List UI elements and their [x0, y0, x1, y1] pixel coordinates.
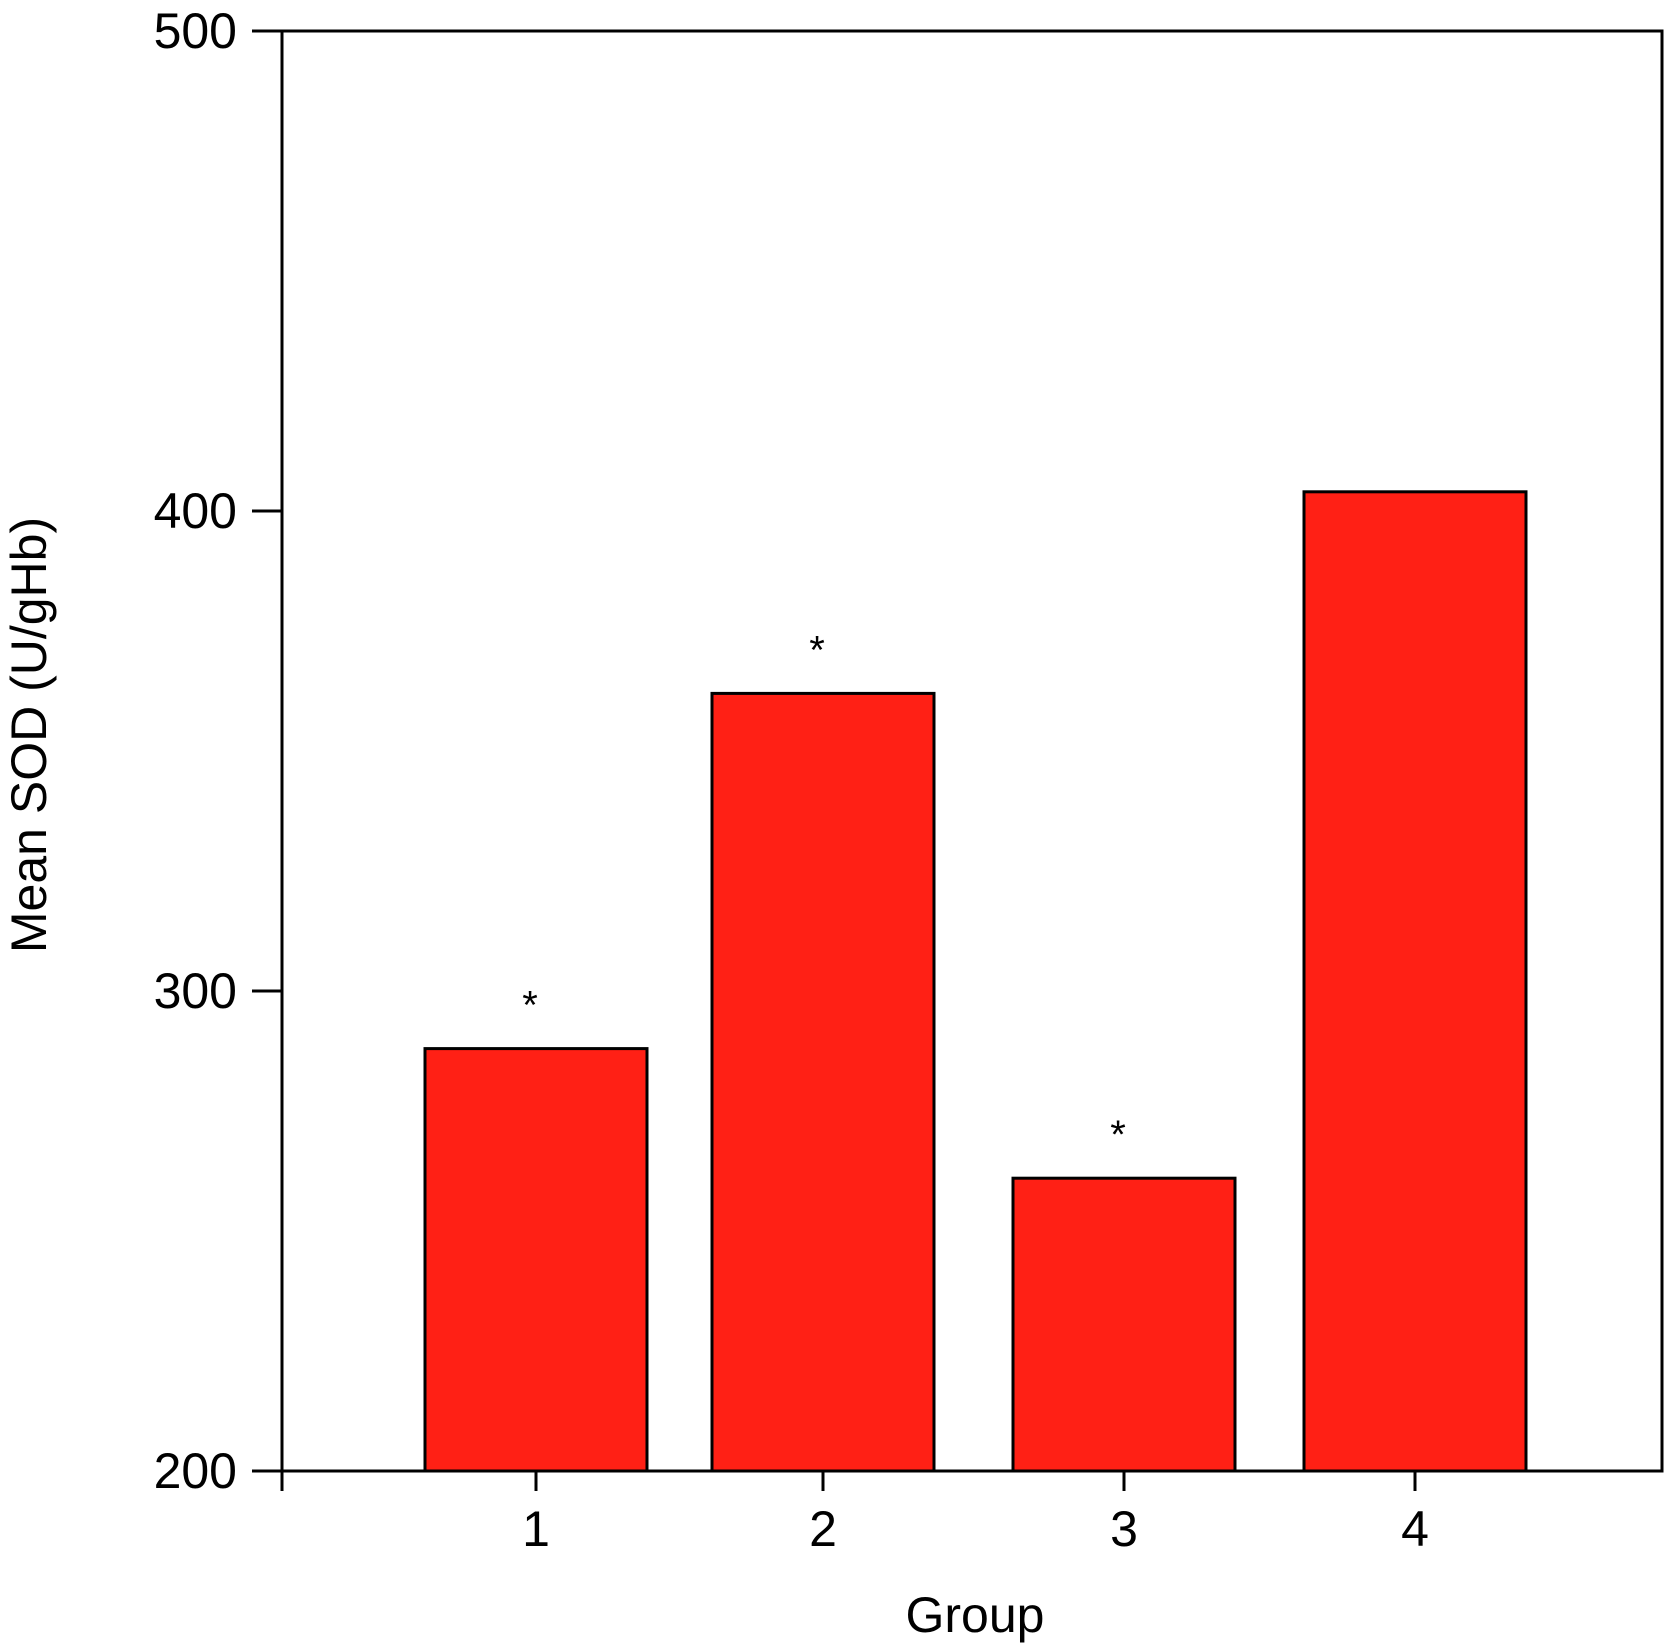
plot-frame [280, 29, 1664, 1473]
significance-marks: * * * [522, 628, 1126, 1157]
x-tick-label: 3 [1110, 1501, 1138, 1557]
x-tick-label: 1 [522, 1501, 550, 1557]
bar-group-2 [710, 691, 936, 1473]
y-axis-title: Mean SOD (U/gHb) [1, 517, 57, 953]
y-axis-ticks: 200 300 400 500 [154, 3, 282, 1499]
y-tick-label: 400 [154, 483, 237, 539]
x-tick-label: 2 [809, 1501, 837, 1557]
x-tick-label: 4 [1401, 1501, 1429, 1557]
bars-group [423, 490, 1528, 1473]
significance-asterisk: * [1110, 1113, 1126, 1157]
significance-asterisk: * [809, 628, 825, 672]
x-axis-title: Group [906, 1587, 1045, 1643]
x-axis-ticks: 1 2 3 4 [280, 1471, 1429, 1557]
significance-asterisk: * [522, 984, 538, 1028]
bar-group-4 [1302, 490, 1528, 1473]
bar-group-1 [423, 1047, 649, 1473]
y-tick-label: 500 [154, 3, 237, 59]
y-tick-label: 300 [154, 963, 237, 1019]
plot-border [280, 29, 1664, 1473]
bar-group-3 [1011, 1176, 1237, 1473]
y-tick-label: 200 [154, 1443, 237, 1499]
